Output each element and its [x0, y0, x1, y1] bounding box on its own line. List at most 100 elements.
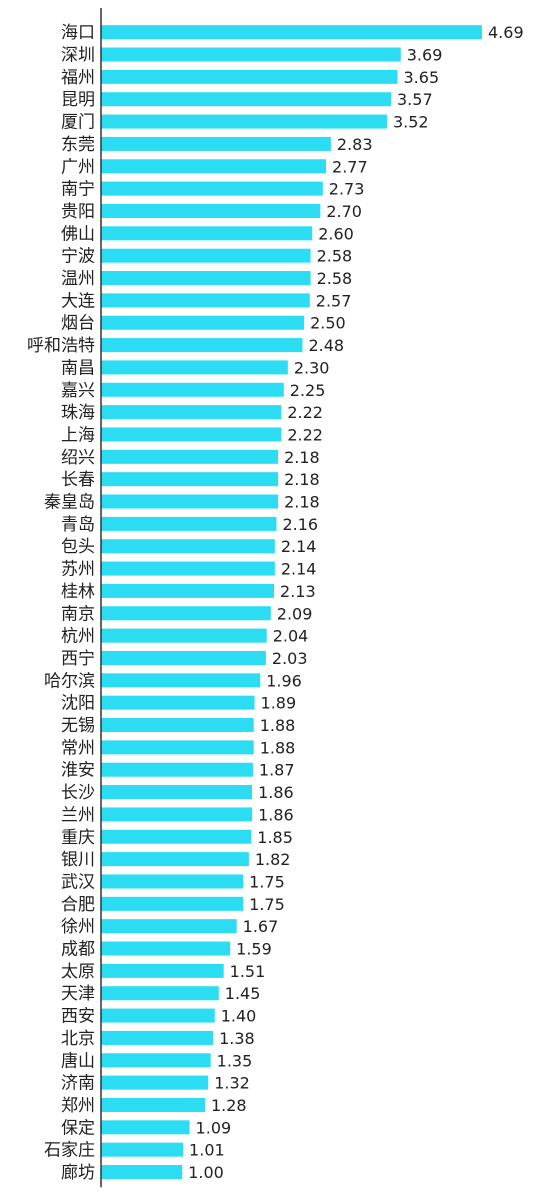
value-label-51: 1.00 — [188, 1163, 224, 1182]
category-label-7: 南宁 — [61, 180, 95, 200]
value-label-43: 1.45 — [225, 984, 261, 1003]
bar-20 — [101, 472, 279, 487]
value-label-34: 1.86 — [258, 783, 294, 802]
value-label-45: 1.38 — [219, 1029, 255, 1048]
value-label-9: 2.60 — [318, 224, 354, 243]
value-label-24: 2.14 — [281, 560, 317, 579]
bar-14 — [101, 338, 303, 353]
category-label-17: 珠海 — [61, 403, 95, 423]
category-label-11: 温州 — [61, 269, 95, 289]
category-label-31: 无锡 — [61, 716, 95, 736]
bar-41 — [101, 941, 231, 956]
category-label-32: 常州 — [61, 738, 95, 758]
value-label-47: 1.32 — [214, 1074, 250, 1093]
category-label-3: 昆明 — [61, 90, 95, 110]
bar-7 — [101, 181, 323, 196]
value-label-15: 2.30 — [294, 358, 330, 377]
bar-15 — [101, 360, 288, 375]
bar-27 — [101, 628, 267, 643]
category-label-24: 苏州 — [61, 560, 95, 580]
category-label-51: 廊坊 — [61, 1163, 95, 1183]
bar-10 — [101, 248, 311, 263]
value-label-13: 2.50 — [310, 314, 346, 333]
category-label-15: 南昌 — [61, 358, 95, 378]
category-label-39: 合肥 — [61, 895, 95, 915]
category-label-14: 呼和浩特 — [27, 336, 95, 356]
bar-23 — [101, 539, 275, 554]
bar-4 — [101, 114, 387, 129]
value-label-22: 2.16 — [282, 515, 318, 534]
value-label-14: 2.48 — [308, 336, 344, 355]
value-label-11: 2.58 — [317, 269, 353, 288]
category-label-0: 海口 — [61, 23, 95, 43]
category-label-22: 青岛 — [61, 515, 95, 535]
bar-5 — [101, 136, 331, 151]
value-label-5: 2.83 — [337, 135, 373, 154]
bar-0 — [101, 25, 482, 40]
bar-51 — [101, 1165, 183, 1180]
value-label-0: 4.69 — [488, 23, 524, 42]
category-label-48: 郑州 — [61, 1096, 95, 1116]
value-label-39: 1.75 — [249, 895, 285, 914]
bar-28 — [101, 650, 266, 665]
value-label-25: 2.13 — [280, 582, 316, 601]
value-label-2: 3.65 — [404, 68, 440, 87]
value-label-44: 1.40 — [221, 1007, 257, 1026]
category-label-20: 长春 — [61, 470, 95, 490]
category-label-5: 东莞 — [61, 135, 95, 155]
category-label-28: 西宁 — [61, 649, 95, 669]
value-label-40: 1.67 — [243, 917, 279, 936]
value-label-30: 1.89 — [261, 694, 297, 713]
value-label-16: 2.25 — [290, 381, 326, 400]
bar-48 — [101, 1097, 205, 1112]
value-label-36: 1.85 — [257, 828, 293, 847]
value-label-27: 2.04 — [273, 627, 309, 646]
bar-8 — [101, 203, 321, 218]
category-label-42: 太原 — [61, 962, 95, 982]
bar-19 — [101, 449, 279, 464]
category-labels: 海口深圳福州昆明厦门东莞广州南宁贵阳佛山宁波温州大连烟台呼和浩特南昌嘉兴珠海上海… — [27, 23, 95, 1183]
value-label-6: 2.77 — [332, 157, 368, 176]
category-label-46: 唐山 — [61, 1050, 95, 1071]
value-label-26: 2.09 — [277, 604, 313, 623]
bar-25 — [101, 583, 275, 598]
category-label-8: 贵阳 — [61, 202, 95, 222]
bar-42 — [101, 963, 224, 978]
value-label-10: 2.58 — [317, 247, 353, 266]
bar-31 — [101, 718, 254, 733]
value-label-12: 2.57 — [316, 291, 352, 310]
value-label-29: 1.96 — [266, 671, 302, 690]
value-label-23: 2.14 — [281, 537, 317, 556]
category-label-33: 淮安 — [61, 761, 95, 781]
category-label-10: 宁波 — [61, 247, 95, 267]
value-label-18: 2.22 — [287, 425, 323, 444]
category-label-21: 秦皇岛 — [44, 493, 95, 513]
category-label-30: 沈阳 — [61, 694, 95, 714]
value-label-4: 3.52 — [393, 113, 429, 132]
value-label-35: 1.86 — [258, 805, 294, 824]
value-label-20: 2.18 — [284, 470, 320, 489]
bar-17 — [101, 405, 282, 420]
bar-24 — [101, 561, 275, 576]
category-label-27: 杭州 — [61, 627, 95, 647]
category-label-41: 成都 — [61, 940, 95, 960]
value-label-1: 3.69 — [407, 46, 443, 65]
bar-32 — [101, 740, 254, 755]
category-label-44: 西安 — [61, 1007, 95, 1027]
bar-36 — [101, 829, 252, 844]
category-label-38: 武汉 — [61, 872, 95, 892]
category-label-35: 兰州 — [61, 805, 95, 825]
bar-45 — [101, 1030, 214, 1045]
bar-21 — [101, 494, 279, 509]
category-label-26: 南京 — [61, 604, 95, 624]
bar-22 — [101, 516, 277, 531]
value-label-8: 2.70 — [326, 202, 362, 221]
value-label-28: 2.03 — [272, 649, 308, 668]
value-label-17: 2.22 — [287, 403, 323, 422]
value-labels: 4.69 3.69 3.65 3.57 3.52 2.83 2.77 2.73 2.70 2.60… — [188, 23, 523, 1182]
bar-16 — [101, 382, 284, 397]
bar-33 — [101, 762, 253, 777]
value-label-42: 1.51 — [230, 962, 266, 981]
value-label-38: 1.75 — [249, 872, 285, 891]
category-label-50: 石家庄 — [44, 1141, 95, 1161]
